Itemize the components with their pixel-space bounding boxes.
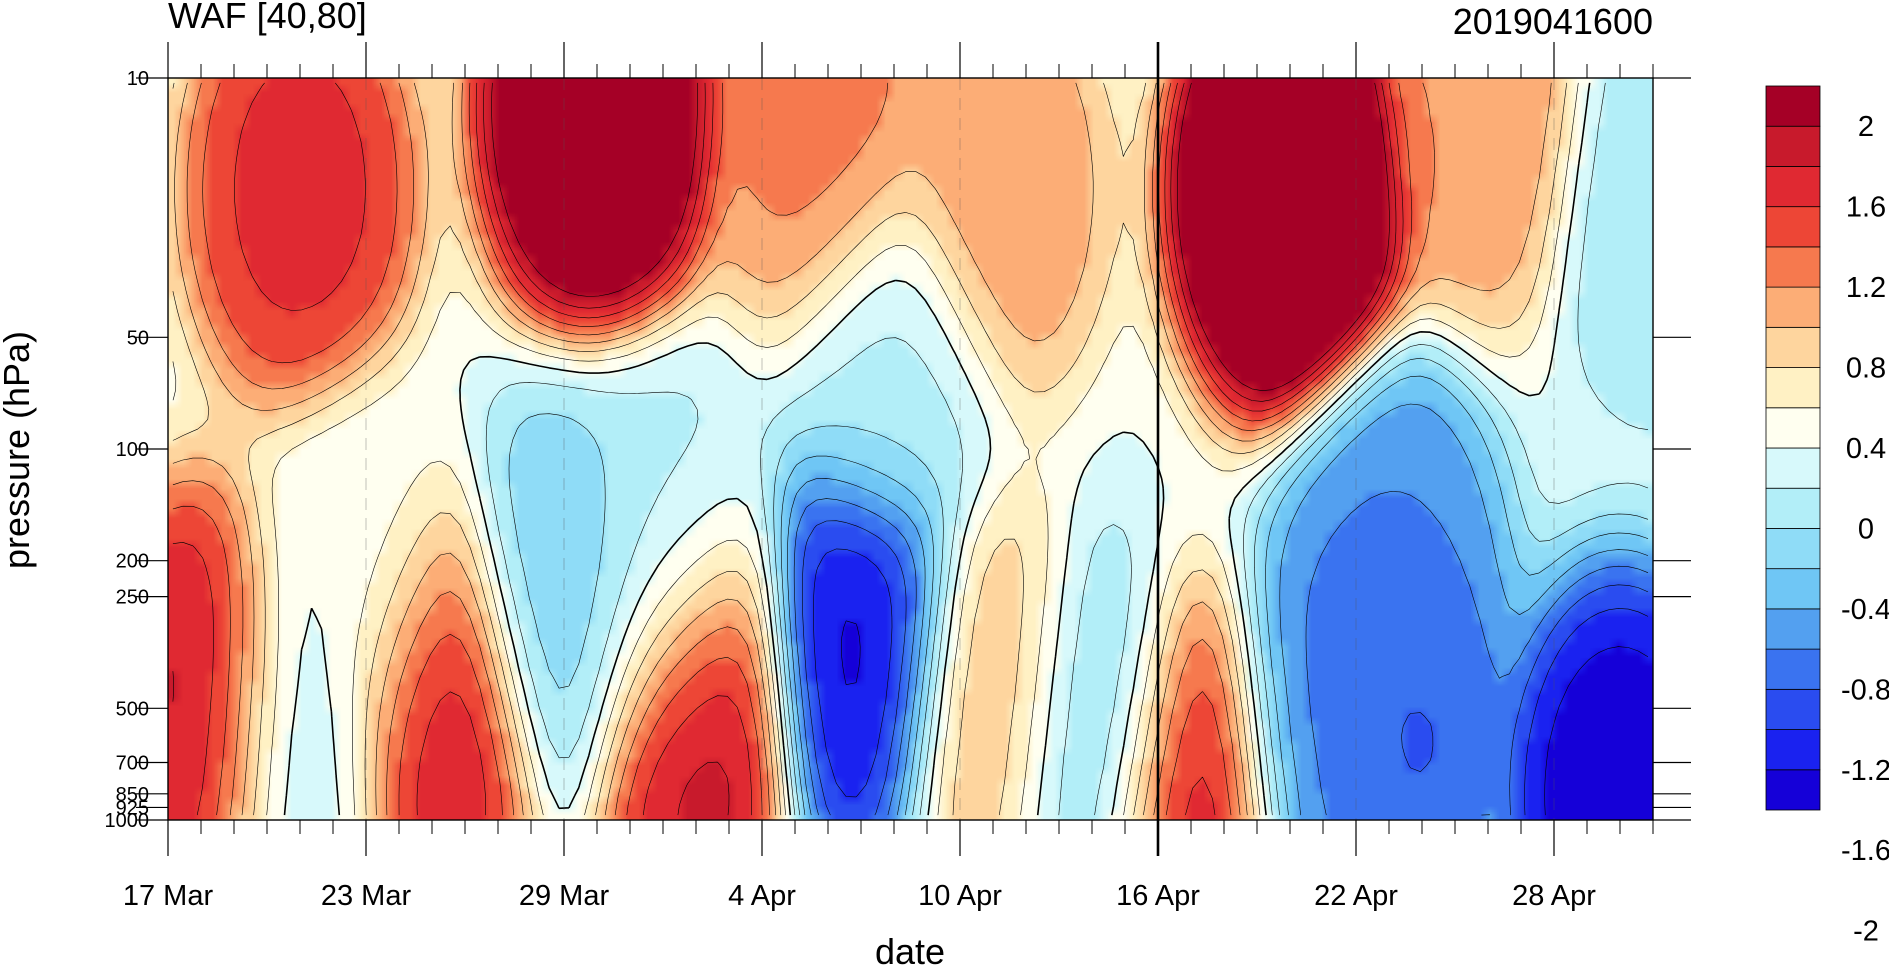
y-tick-label: 100 (116, 439, 149, 461)
x-tick-label: 23 Mar (321, 880, 412, 912)
colorbar-swatch (1765, 568, 1821, 610)
x-tick-label: 4 Apr (728, 880, 796, 912)
colorbar-swatch (1765, 367, 1821, 409)
colorbar-swatch (1765, 166, 1821, 208)
contour-level (172, 82, 1552, 816)
colorbar-swatch (1765, 447, 1821, 489)
contour-level (780, 375, 1649, 816)
contour-level (508, 357, 1649, 816)
colorbar-label: 1.6 (1846, 192, 1886, 224)
y-tick-label: 700 (116, 753, 149, 775)
colorbar-swatch (1765, 407, 1821, 449)
colorbar-swatch (1765, 206, 1821, 248)
y-axis-title: pressure (hPa) (0, 331, 37, 569)
colorbar-swatch (1765, 528, 1821, 570)
contour-level (172, 82, 1435, 816)
contour-level (841, 620, 1649, 816)
contour-level (172, 82, 1579, 816)
plot-area (167, 42, 1654, 856)
x-tick-label: 29 Mar (519, 880, 610, 912)
colorbar-label: -1.2 (1841, 755, 1889, 787)
x-tick-label: 16 Apr (1116, 880, 1200, 912)
contour-level (172, 82, 1567, 816)
contour-level (793, 491, 1649, 816)
y-tick-label: 200 (116, 551, 149, 573)
heatmap-field (168, 78, 1653, 820)
colorbar-label: 1.2 (1846, 272, 1886, 304)
contour-level (172, 82, 1397, 816)
contour-level (802, 520, 1649, 816)
x-tick-label: 22 Apr (1314, 880, 1398, 912)
colorbar-swatch (1765, 246, 1821, 288)
colorbar-label: -0.4 (1841, 594, 1889, 626)
x-axis: 17 Mar 23 Mar 29 Mar 4 Apr 10 Apr 16 Apr 22 Ap… (123, 42, 1654, 912)
contour-level (485, 82, 1649, 816)
colorbar: 2 1.6 1.2 0.8 0.4 0 -0.4 -0.8 -1.2 -1.6 -2 (1765, 85, 1889, 948)
colorbar-swatch (1765, 729, 1821, 771)
x-tick-label: 28 Apr (1512, 880, 1596, 912)
contour-level (283, 82, 1591, 816)
colorbar-label: 0.4 (1846, 433, 1886, 465)
colorbar-label: 0.8 (1846, 353, 1886, 385)
contour-level (813, 548, 1649, 816)
contour-lines (172, 82, 1649, 816)
y-tick-label: 500 (116, 698, 149, 720)
x-tick-label: 17 Mar (123, 880, 214, 912)
y-tick-label: 1000 (105, 810, 150, 832)
y-tick-label: 50 (127, 327, 149, 349)
y-tick-label: 850 (116, 784, 149, 806)
colorbar-label: 2 (1858, 111, 1874, 143)
colorbar-swatch (1765, 648, 1821, 690)
contour-level (491, 82, 1390, 391)
colorbar-swatch (1765, 85, 1821, 127)
chart-title: WAF [40,80] (168, 0, 367, 36)
y-tick-label: 10 (127, 68, 149, 90)
colorbar-swatch (1765, 286, 1821, 328)
y-tick-label: 925 (116, 797, 149, 819)
chart-date-stamp: 2019041600 (1453, 1, 1653, 42)
contour-level (172, 82, 1404, 816)
contour-level (172, 82, 1413, 816)
x-tick-label: 10 Apr (918, 880, 1002, 912)
x-axis-title: date (875, 931, 945, 968)
colorbar-swatch (1765, 769, 1821, 811)
colorbar-label: -2 (1853, 916, 1879, 948)
colorbar-swatch (1765, 487, 1821, 529)
colorbar-swatch (1765, 326, 1821, 368)
colorbar-label: 0 (1858, 513, 1874, 545)
colorbar-label: -0.8 (1841, 674, 1889, 706)
colorbar-swatch (1765, 688, 1821, 730)
contour-level (787, 403, 1649, 816)
colorbar-swatch (1765, 125, 1821, 167)
colorbar-label: -1.6 (1841, 835, 1889, 867)
y-tick-label: 250 (116, 587, 149, 609)
colorbar-swatch (1765, 608, 1821, 650)
